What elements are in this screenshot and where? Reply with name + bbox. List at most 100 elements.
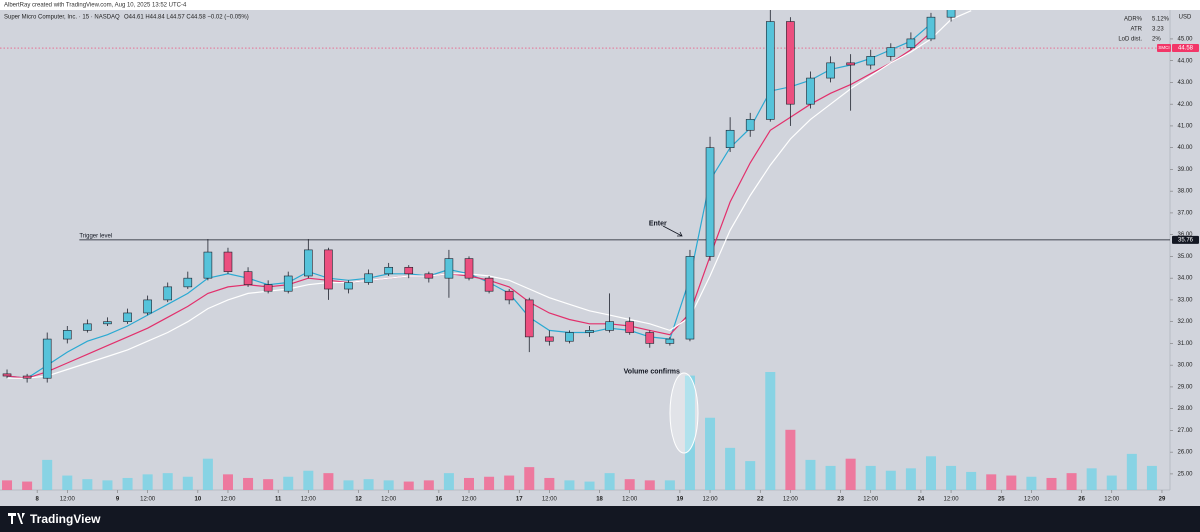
volume-bar: [162, 473, 173, 490]
ticker-tag-box: [1157, 44, 1171, 53]
volume-bar: [564, 480, 575, 490]
volume-bar: [1046, 477, 1057, 490]
y-tick-label: 39.00: [1177, 167, 1193, 173]
x-tick-label: 12:00: [1104, 497, 1120, 503]
y-tick-label: 38.00: [1177, 189, 1193, 195]
x-tick-label: 18: [596, 497, 603, 503]
y-tick-label: 40.00: [1177, 145, 1193, 151]
x-tick-label: 12:00: [301, 497, 317, 503]
x-tick-label: 12:00: [381, 497, 397, 503]
candle-body: [665, 338, 675, 344]
candle-body: [504, 290, 514, 301]
candle-body: [444, 258, 454, 279]
volume-bar: [343, 480, 354, 490]
y-tick-label: 29.00: [1177, 384, 1193, 390]
footer: [0, 506, 1200, 532]
x-tick-label: 12:00: [1024, 497, 1040, 503]
volume-highlight: [669, 372, 699, 454]
candle-body: [344, 282, 353, 290]
x-tick-label: 8: [35, 497, 39, 503]
candle-body: [384, 266, 393, 275]
trigger-price-label: 35.76: [1178, 237, 1194, 243]
volume-bar: [122, 477, 133, 490]
candle-body: [585, 330, 594, 333]
candle-body: [926, 16, 936, 40]
volume-bar: [102, 480, 113, 490]
trigger-price-box: [1172, 235, 1199, 244]
volume-bar: [42, 459, 53, 490]
candle-body: [545, 336, 554, 342]
enter-arrow: [662, 225, 683, 237]
last-price-label: 44.58: [1178, 46, 1194, 52]
volume-bar: [423, 480, 434, 490]
volume-bar: [885, 470, 896, 490]
y-tick-label: 34.00: [1177, 276, 1193, 282]
volume-bar: [966, 471, 977, 490]
volume-bar: [604, 473, 615, 490]
candle-body: [223, 251, 233, 272]
candle-body: [806, 77, 815, 105]
x-tick-label: 26: [1078, 497, 1085, 503]
x-tick-label: 12:00: [461, 497, 477, 503]
x-tick-label: 12:00: [622, 497, 638, 503]
plot: [0, 10, 1170, 490]
logo: TradingView: [8, 512, 101, 526]
ticker-tag: SMCI: [1158, 45, 1169, 50]
volume-bar: [142, 474, 153, 490]
ohlc: O44.61 H44.84 L44.57 C44.58 −0.02 (−0.05…: [124, 15, 249, 21]
x-tick-label: 19: [677, 497, 684, 503]
x-tick-label: 17: [516, 497, 523, 503]
volume-bar: [2, 480, 13, 490]
x-tick-label: 12:00: [863, 497, 879, 503]
candle-body: [2, 373, 12, 377]
volume-bar: [825, 465, 836, 490]
candle-body: [765, 21, 775, 120]
y-tick-label: 45.00: [1177, 37, 1193, 43]
candle-body: [685, 256, 695, 340]
candle-body: [283, 275, 293, 292]
x-tick-label: 12:00: [944, 497, 960, 503]
candle-body: [123, 312, 132, 322]
top-note: AlbertRay created with TradingView.com, …: [4, 3, 187, 9]
x-tick-label: 12:00: [783, 497, 799, 503]
y-tick-label: 37.00: [1177, 210, 1193, 216]
trigger-text: Trigger level: [79, 233, 112, 239]
volume-bar: [504, 475, 515, 490]
volume-bar: [363, 479, 374, 490]
volume-bar: [323, 473, 334, 490]
stat-value: 5.12%: [1152, 17, 1170, 23]
x-tick-label: 12:00: [140, 497, 156, 503]
y-tick-label: 25.00: [1177, 471, 1193, 477]
volume-bar: [524, 467, 535, 490]
x-tick-label: 24: [918, 497, 925, 503]
volume-bar: [644, 480, 655, 490]
x-tick-label: 16: [436, 497, 443, 503]
candle-body: [304, 249, 313, 277]
volume-bar: [544, 477, 555, 490]
candle-body: [886, 47, 896, 57]
x-tick-label: 22: [757, 497, 764, 503]
y-tick-label: 28.00: [1177, 406, 1193, 412]
volume-bar: [664, 480, 675, 490]
volume-bar: [464, 477, 475, 490]
candle-body: [183, 277, 193, 288]
y-tick-label: 32.00: [1177, 319, 1193, 325]
volume-bar: [745, 461, 756, 490]
candle-body: [243, 271, 253, 285]
stat-name: ATR: [1130, 27, 1142, 33]
volume-bar: [905, 468, 916, 490]
candle-body: [484, 277, 494, 292]
volume-bar: [946, 465, 957, 490]
currency: USD: [1179, 15, 1192, 21]
plot-background: [0, 10, 1200, 506]
candle-body: [324, 249, 333, 290]
candle-body: [705, 147, 715, 257]
volume-bar: [845, 458, 856, 490]
candle-body: [846, 62, 855, 66]
y-tick-label: 43.00: [1177, 80, 1193, 86]
volume-bar: [584, 481, 595, 490]
candle-body: [605, 321, 614, 331]
candle-body: [103, 321, 112, 325]
volume-bar: [1106, 475, 1117, 490]
x-tick-label: 23: [837, 497, 844, 503]
